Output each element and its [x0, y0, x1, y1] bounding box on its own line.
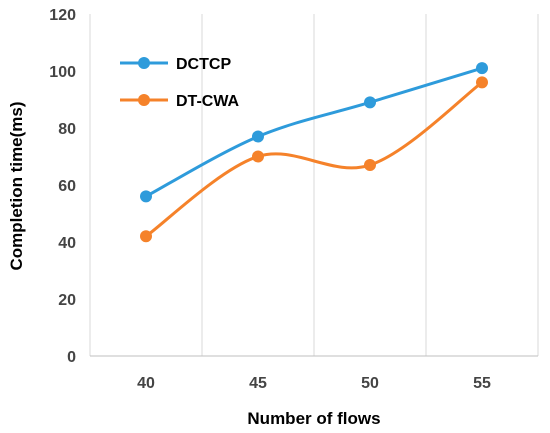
- legend-item-dctcp: DCTCP: [120, 56, 231, 73]
- x-tick-label: 45: [249, 375, 267, 392]
- data-point-dt-cwa: [364, 159, 376, 172]
- y-tick-label: 100: [49, 64, 76, 81]
- data-point-dctcp: [252, 130, 264, 143]
- legend: DCTCP DT-CWA: [120, 56, 240, 110]
- series-line-dctcp: [144, 66, 484, 198]
- y-tick-label: 0: [67, 349, 76, 366]
- y-tick-label: 40: [58, 235, 76, 252]
- y-tick-label: 60: [58, 178, 76, 195]
- data-point-dt-cwa: [252, 150, 264, 163]
- y-tick-label: 80: [58, 121, 76, 138]
- series-dt-cwa: [140, 76, 488, 243]
- y-axis-title: Completion time(ms): [7, 101, 26, 270]
- legend-marker-dt-cwa: [138, 94, 150, 106]
- data-point-dctcp: [140, 190, 152, 203]
- x-axis-title: Number of flows: [247, 409, 380, 428]
- legend-item-dt-cwa: DT-CWA: [120, 93, 240, 110]
- x-tick-label: 50: [361, 375, 379, 392]
- y-tick-label: 20: [58, 292, 76, 309]
- data-point-dctcp: [364, 96, 376, 109]
- series-dctcp: [140, 62, 488, 203]
- legend-label-dctcp: DCTCP: [176, 56, 231, 73]
- data-point-dt-cwa: [140, 230, 152, 243]
- x-tick-label: 55: [473, 375, 491, 392]
- series-group: [140, 62, 488, 243]
- series-line-dt-cwa: [144, 80, 484, 238]
- data-point-dt-cwa: [476, 76, 488, 89]
- legend-label-dt-cwa: DT-CWA: [176, 93, 240, 110]
- data-point-dctcp: [476, 62, 488, 75]
- grid: [89, 14, 539, 356]
- y-tick-label: 120: [49, 7, 76, 24]
- legend-marker-dctcp: [138, 57, 150, 69]
- x-tick-label: 40: [137, 375, 155, 392]
- axes: 0 20 40 60 80 100 120 40 45 50 55: [49, 7, 538, 392]
